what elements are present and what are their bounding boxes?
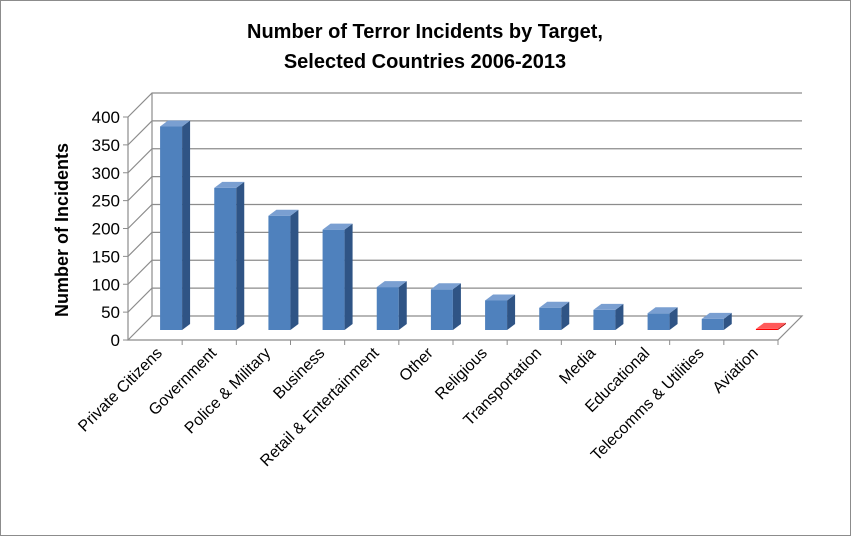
y-tick-labels: 0 50 100 150 200 250 300 350 400 — [92, 108, 120, 350]
bar — [755, 322, 786, 330]
bar-front — [701, 318, 724, 330]
bar — [647, 307, 678, 330]
bar-front — [593, 309, 616, 330]
bar-front — [430, 289, 453, 330]
y-tick-label: 100 — [92, 275, 120, 294]
bar — [430, 283, 461, 330]
bar-side — [507, 294, 516, 330]
bars — [160, 120, 786, 330]
bar-top — [376, 281, 407, 288]
y-tick-label: 400 — [92, 108, 120, 127]
gridline — [127, 148, 802, 174]
bar-side — [777, 322, 786, 330]
bar-top — [593, 303, 624, 310]
bar-side — [398, 281, 407, 330]
bar-side — [561, 301, 570, 330]
y-tick-label: 200 — [92, 220, 120, 239]
y-tick-label: 350 — [92, 136, 120, 155]
chart-subtitle: Selected Countries 2006-2013 — [284, 51, 566, 73]
bar-top — [701, 312, 732, 319]
bar — [268, 209, 299, 330]
y-tick-label: 300 — [92, 164, 120, 183]
bar-front — [539, 307, 562, 330]
bar-side — [182, 120, 191, 330]
bar-side — [236, 181, 245, 330]
bar-front — [160, 126, 183, 330]
x-tick-label: Telecomms & Utilities — [588, 345, 708, 465]
x-tick-label: Business — [270, 345, 328, 403]
x-tick-label: Aviation — [710, 345, 762, 397]
bar — [593, 303, 624, 330]
bar — [701, 312, 732, 330]
bar-side — [615, 303, 624, 330]
bar-top — [485, 294, 516, 301]
bar-front — [647, 313, 670, 330]
bar-front — [322, 229, 345, 330]
bar-top — [430, 283, 461, 290]
bar-top — [268, 209, 299, 216]
y-tick-label: 150 — [92, 247, 120, 266]
bar — [322, 223, 353, 330]
bar-side — [723, 312, 732, 330]
y-tick-label: 250 — [92, 192, 120, 211]
bar-front — [214, 187, 237, 330]
x-tick-label: Media — [556, 345, 599, 388]
bar — [539, 301, 570, 330]
gridline — [127, 92, 802, 118]
bar — [160, 120, 191, 330]
chart-title: Number of Terror Incidents by Target, — [247, 21, 603, 43]
bar-side — [452, 283, 461, 330]
y-tick-label: 0 — [111, 331, 120, 350]
bar-top — [539, 301, 570, 308]
bar-top — [322, 223, 353, 230]
bar-side — [669, 307, 678, 330]
bar-front — [268, 215, 291, 330]
bar-top — [160, 120, 191, 127]
x-tick-label: Private Citizens — [75, 345, 166, 436]
bar — [214, 181, 245, 330]
bar-top — [214, 181, 245, 188]
bar-front — [485, 300, 508, 330]
bar-top — [647, 307, 678, 314]
gridline — [127, 120, 802, 146]
bar-side — [344, 223, 353, 330]
bar — [485, 294, 516, 330]
bar — [376, 281, 407, 330]
x-tick-label: Other — [396, 344, 437, 385]
y-axis-label: Number of Incidents — [52, 143, 72, 317]
bar-top — [755, 322, 786, 329]
bar-front — [755, 328, 778, 330]
bar-side — [290, 209, 299, 330]
bar-front — [376, 287, 399, 330]
y-tick-label: 50 — [101, 303, 120, 322]
